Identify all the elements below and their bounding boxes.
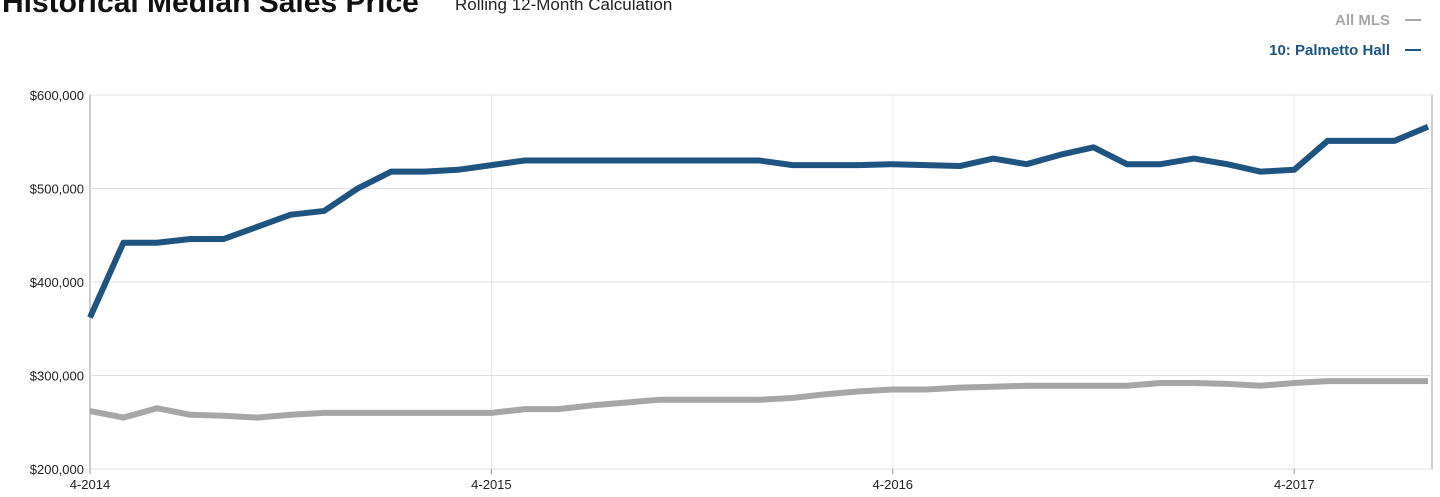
chart-subtitle: Rolling 12-Month Calculation bbox=[455, 0, 672, 14]
x-tick-label: 4-2017 bbox=[1274, 477, 1314, 492]
legend-label: All MLS bbox=[1335, 12, 1390, 29]
y-tick-label: $600,000 bbox=[30, 88, 84, 103]
x-tick-label: 4-2016 bbox=[873, 477, 913, 492]
x-tick-label: 4-2014 bbox=[70, 477, 110, 492]
series-line bbox=[89, 378, 1428, 421]
y-tick-label: $400,000 bbox=[30, 275, 84, 290]
series-line bbox=[87, 124, 1430, 319]
legend-label: 10: Palmetto Hall bbox=[1269, 42, 1390, 59]
y-tick-label: $500,000 bbox=[30, 182, 84, 197]
x-tick-label: 4-2015 bbox=[471, 477, 511, 492]
y-tick-label: $200,000 bbox=[30, 462, 84, 477]
y-tick-label: $300,000 bbox=[30, 369, 84, 384]
chart-title: Historical Median Sales Price bbox=[2, 0, 419, 19]
